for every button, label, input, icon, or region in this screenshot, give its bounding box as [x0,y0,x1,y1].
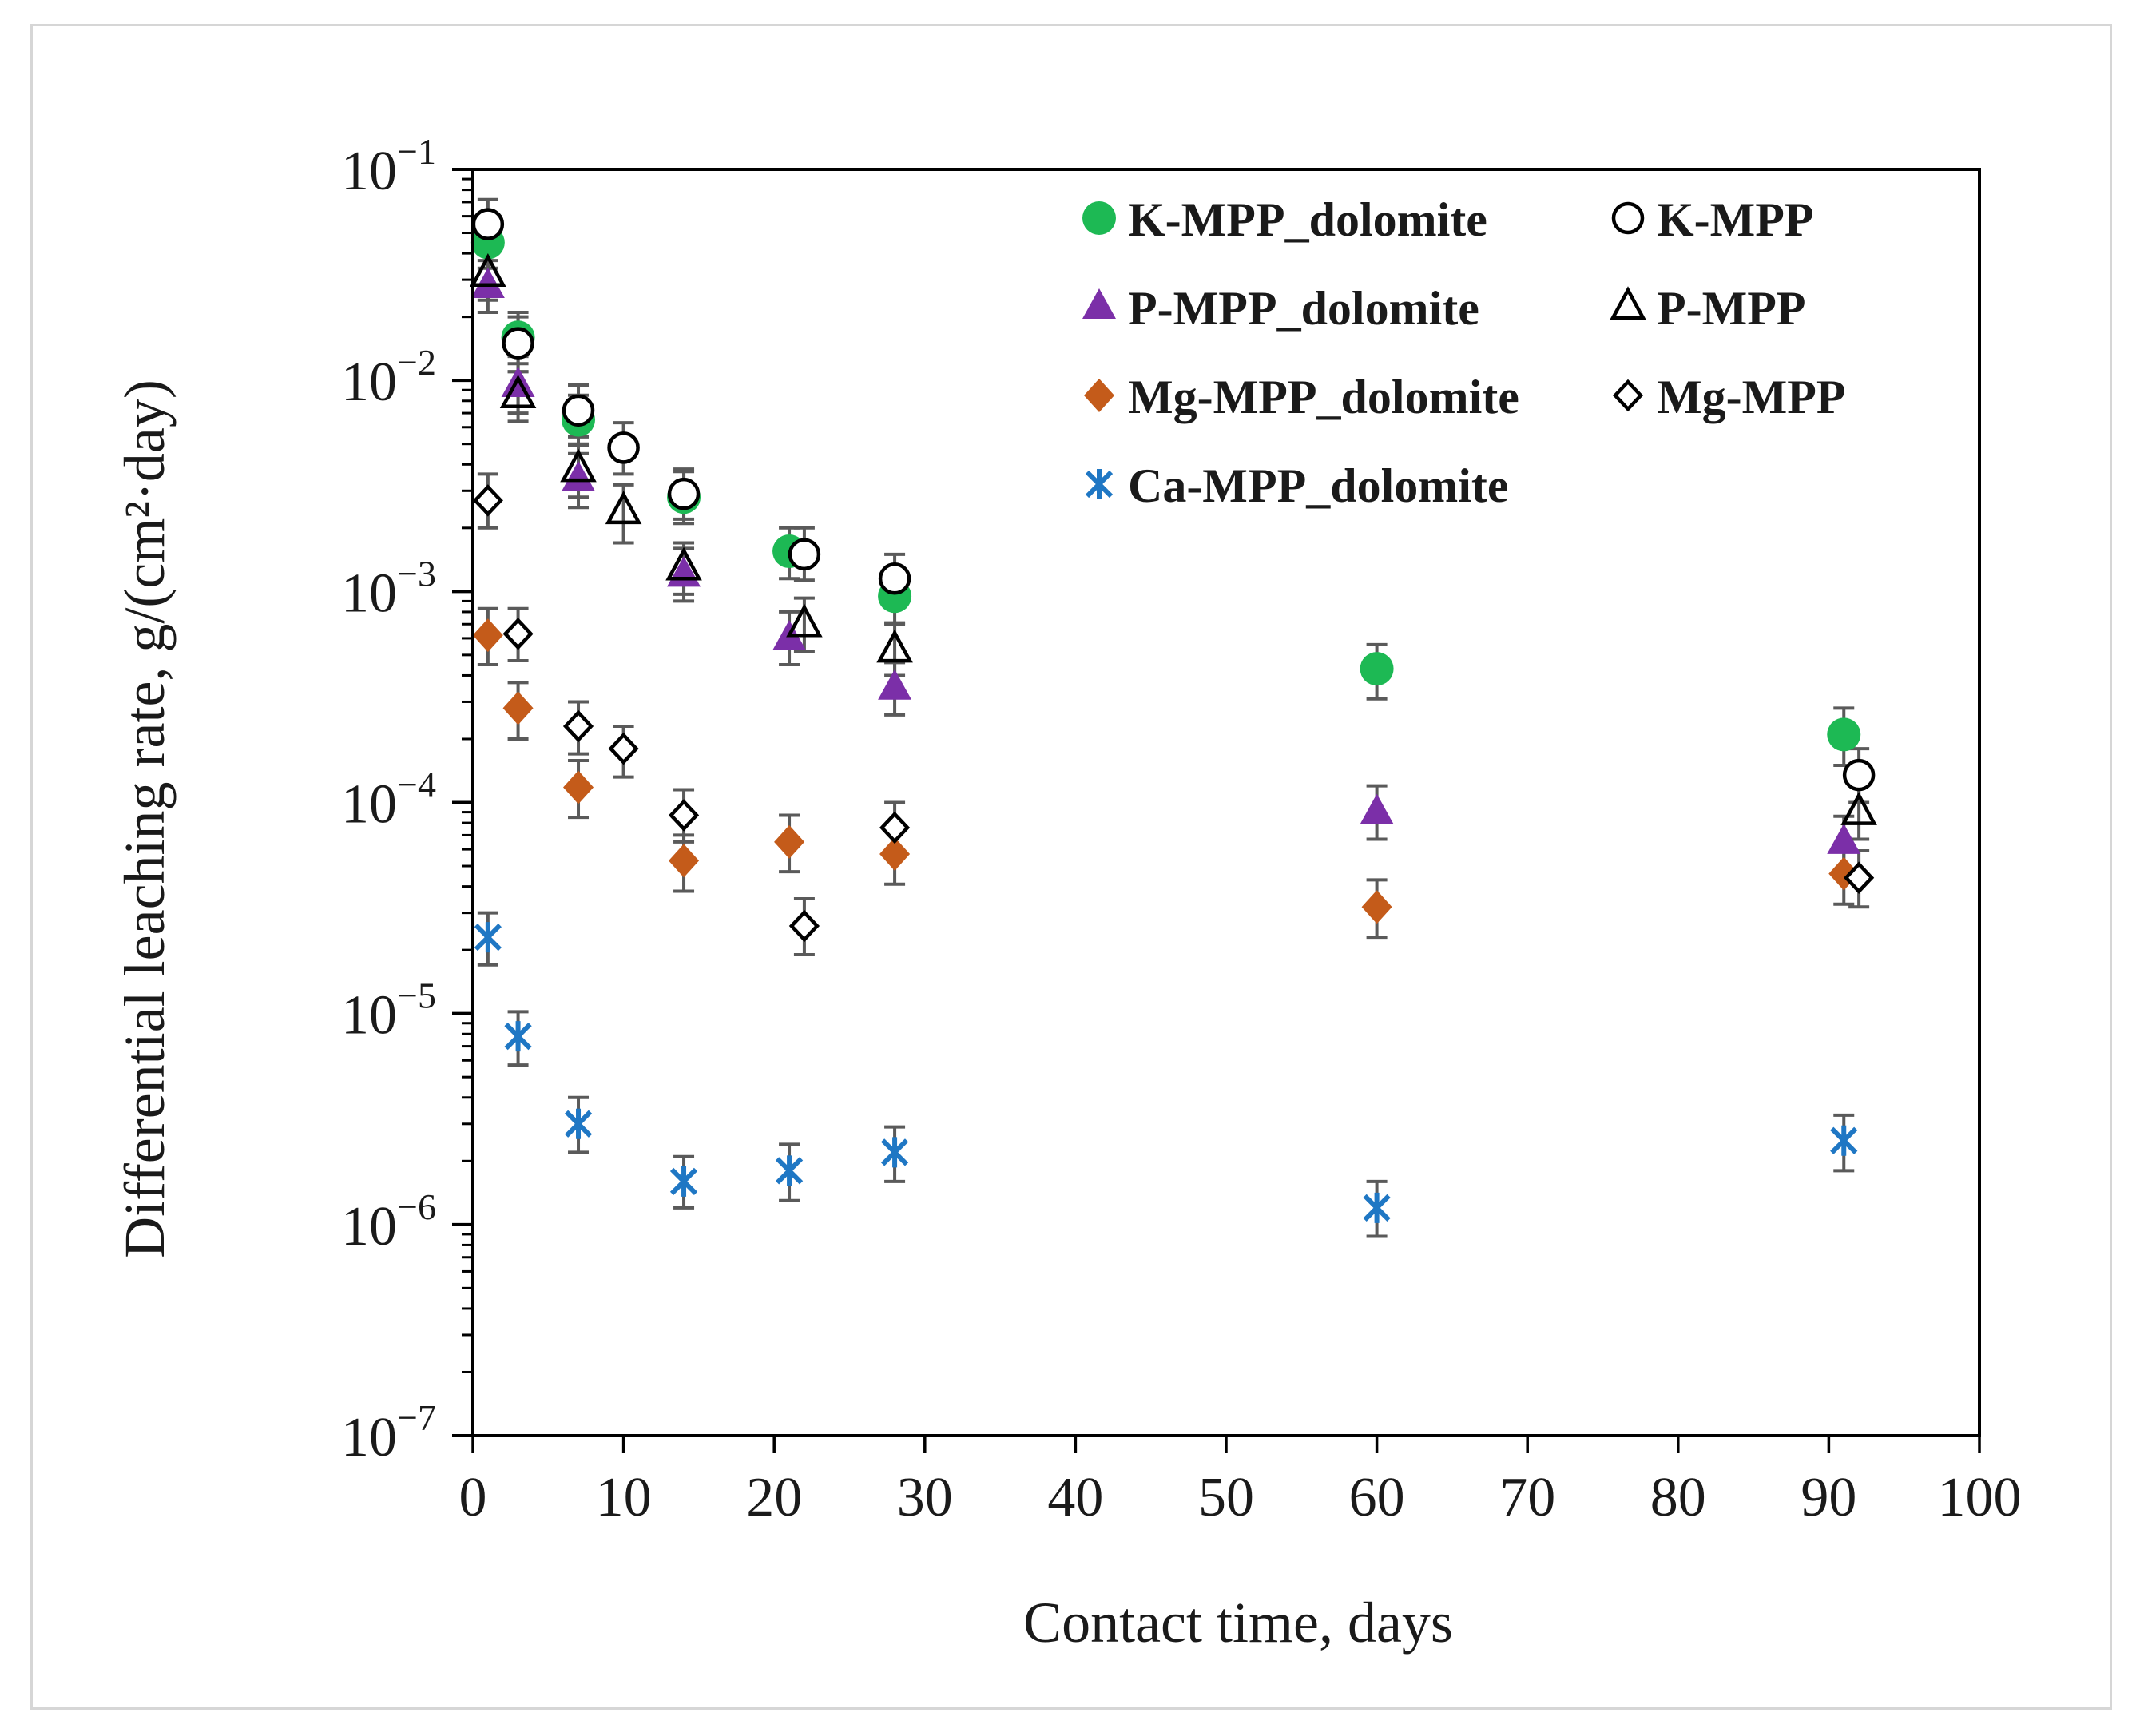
legend-label-k-mpp: K-MPP [1657,193,1814,246]
data-point-p-mpp [665,546,702,581]
y-tick-label: 10−4 [341,765,436,836]
data-point-mg-mpp [668,799,700,832]
data-point-mg-mpp-dolomite [669,844,700,878]
data-point-mg-mpp [472,484,503,517]
data-point-mg-mpp-dolomite [563,770,594,804]
x-tick-label: 0 [459,1467,487,1528]
data-point-k-mpp [607,431,640,464]
legend-item-p-mpp: P-MPP [1610,282,1806,335]
legend-label-ca-mpp-dolomite: Ca-MPP_dolomite [1128,459,1509,512]
data-point-mg-mpp [788,909,820,943]
error-bars [477,197,1870,1238]
y-tick-label: 10−5 [341,975,436,1047]
data-point-p-mpp [605,491,642,525]
data-point-mg-mpp-dolomite [774,824,805,859]
x-tick-label: 40 [1047,1467,1103,1528]
axes [471,168,1981,1437]
legend-label-p-mpp-dolomite: P-MPP_dolomite [1128,282,1479,335]
data-point-k-mpp [788,538,821,571]
figure-frame [30,24,2112,1710]
y-tick-label: 10−7 [341,1397,436,1468]
data-point-mg-mpp [1844,861,1875,894]
data-point-ca-mpp-dolomite [504,1021,532,1052]
data-point-k-mpp [471,208,505,240]
x-axis-ticks: 0 10 20 30 40 50 60 70 80 90 100 [459,1436,2022,1528]
y-tick-label: 10−1 [341,131,436,202]
x-tick-label: 70 [1499,1467,1555,1528]
x-axis-title: Contact time, days [1023,1591,1453,1655]
legend-marker-k-mpp [1611,201,1645,235]
legend-marker-p-mpp-dolomite [1082,288,1116,319]
data-point-p-mpp-dolomite [470,268,505,299]
data-point-p-mpp [1840,791,1877,825]
plot-area-border [471,168,1981,1437]
data-point-p-mpp [786,603,823,638]
data-point-ca-mpp-dolomite [474,922,502,953]
legend-item-ca-mpp-dolomite: Ca-MPP_dolomite [1085,459,1509,512]
data-point-mg-mpp [502,618,534,650]
data-point-ca-mpp-dolomite [669,1166,698,1197]
legend-marker-k-mpp-dolomite [1082,201,1116,235]
data-point-mg-mpp [879,811,911,844]
legend-label-p-mpp: P-MPP [1657,282,1806,335]
legend-marker-mg-mpp-dolomite [1084,379,1114,412]
y-tick-label: 10−2 [341,342,436,413]
data-point-p-mpp [876,629,913,663]
legend-marker-mg-mpp [1612,379,1644,412]
data-point-ca-mpp-dolomite [880,1137,909,1168]
legend-item-mg-mpp: Mg-MPP [1612,371,1846,423]
data-point-p-mpp-dolomite [562,460,596,491]
data-point-k-mpp [562,394,595,427]
x-tick-label: 60 [1349,1467,1405,1528]
data-point-p-mpp-dolomite [1360,793,1394,824]
x-tick-label: 20 [746,1467,802,1528]
data-point-mg-mpp-dolomite [502,691,534,725]
data-point-p-mpp-dolomite [878,669,912,700]
data-markers [470,208,1877,1223]
y-tick-label: 10−3 [341,553,436,624]
x-tick-label: 80 [1650,1467,1706,1528]
data-point-p-mpp-dolomite [1827,823,1861,854]
legend-item-mg-mpp-dolomite: Mg-MPP_dolomite [1084,371,1519,423]
data-point-mg-mpp [608,732,639,765]
data-point-k-mpp [1842,758,1876,792]
data-point-k-mpp-dolomite [1360,652,1394,686]
data-point-p-mpp [470,253,506,287]
legend-marker-ca-mpp-dolomite [1085,469,1114,499]
x-tick-label: 30 [897,1467,953,1528]
data-point-k-mpp [878,562,911,595]
data-point-mg-mpp [562,709,594,743]
x-tick-label: 50 [1198,1467,1254,1528]
data-point-mg-mpp-dolomite [472,618,503,653]
legend-item-p-mpp-dolomite: P-MPP_dolomite [1082,282,1479,335]
data-point-k-mpp [667,477,701,510]
data-point-p-mpp [499,375,537,409]
legend-item-k-mpp: K-MPP [1611,193,1814,246]
data-point-ca-mpp-dolomite [564,1108,593,1139]
data-point-k-mpp-dolomite [1827,717,1861,752]
x-tick-label: 90 [1801,1467,1856,1528]
data-point-ca-mpp-dolomite [775,1155,804,1186]
data-point-mg-mpp-dolomite [1361,890,1392,924]
legend-label-mg-mpp-dolomite: Mg-MPP_dolomite [1128,371,1519,423]
data-point-ca-mpp-dolomite [1363,1192,1391,1223]
legend-label-mg-mpp: Mg-MPP [1657,371,1846,423]
legend-item-k-mpp-dolomite: K-MPP_dolomite [1082,193,1487,246]
data-point-mg-mpp-dolomite [879,836,911,871]
y-axis-title: Differential leaching rate, g/(cm²·day) [113,379,177,1258]
data-point-k-mpp [502,327,534,360]
legend-label-k-mpp-dolomite: K-MPP_dolomite [1128,193,1487,246]
y-tick-label: 10−6 [341,1186,436,1257]
data-point-ca-mpp-dolomite [1830,1125,1858,1156]
legend: K-MPP_dolomite K-MPP P-MPP_dolomite P-MPP Mg… [1082,193,1846,512]
x-tick-label: 100 [1938,1467,2022,1528]
data-point-p-mpp [560,448,597,483]
legend-marker-p-mpp [1610,286,1646,320]
x-tick-label: 10 [596,1467,652,1528]
y-axis-ticks: 10−1 10−2 10−3 10−4 10−5 10−6 10−7 [341,131,473,1468]
